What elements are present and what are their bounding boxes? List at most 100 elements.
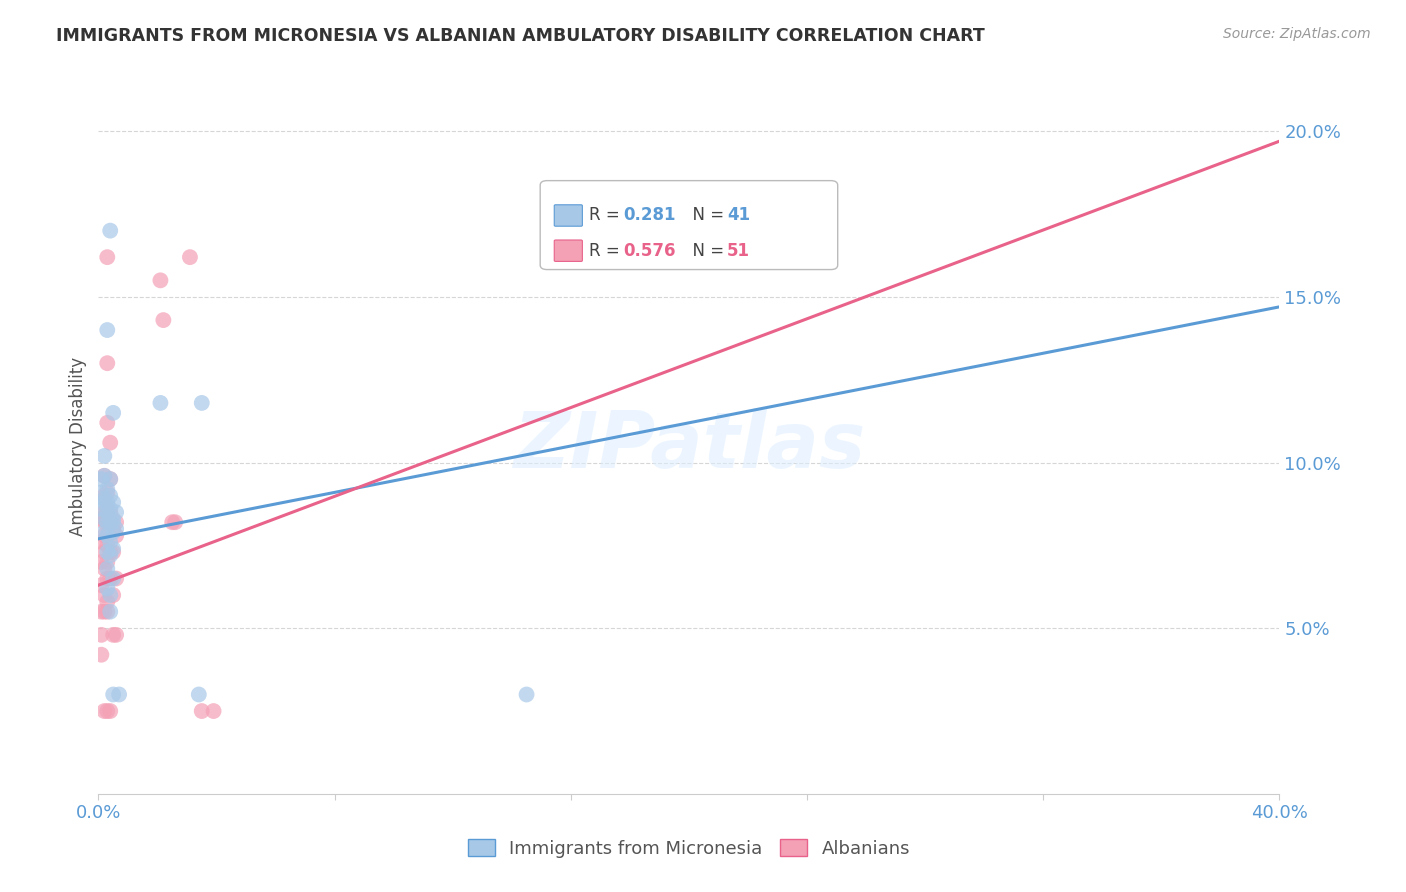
Point	[96, 528, 118, 542]
Point	[191, 396, 214, 410]
Text: R =: R =	[589, 242, 626, 260]
Point	[96, 572, 118, 586]
Point	[93, 561, 115, 575]
Point	[90, 555, 112, 569]
Point	[93, 512, 115, 526]
Legend: Immigrants from Micronesia, Albanians: Immigrants from Micronesia, Albanians	[460, 832, 918, 865]
Point	[93, 528, 115, 542]
Point	[103, 495, 125, 509]
Text: 51: 51	[727, 242, 751, 260]
Point	[93, 704, 115, 718]
Point	[103, 406, 125, 420]
Text: 0.576: 0.576	[623, 242, 676, 260]
Point	[93, 588, 115, 602]
Point	[103, 512, 125, 526]
Point	[96, 595, 118, 609]
Point	[105, 505, 128, 519]
Point	[90, 578, 112, 592]
Point	[96, 416, 118, 430]
Point	[93, 468, 115, 483]
Text: ZIPatlas: ZIPatlas	[513, 408, 865, 484]
Point	[98, 505, 121, 519]
Point	[202, 704, 225, 718]
Point	[98, 605, 121, 619]
Point	[96, 485, 118, 500]
Point	[105, 515, 128, 529]
Point	[96, 561, 118, 575]
Point	[90, 485, 112, 500]
Point	[90, 605, 112, 619]
Point	[98, 588, 121, 602]
Text: N =: N =	[682, 206, 730, 225]
Point	[103, 588, 125, 602]
Point	[187, 688, 209, 702]
Point	[98, 515, 121, 529]
Point	[103, 522, 125, 536]
Point	[98, 435, 121, 450]
Point	[149, 273, 172, 287]
Point	[98, 572, 121, 586]
Point	[90, 502, 112, 516]
Point	[93, 605, 115, 619]
Point	[96, 605, 118, 619]
Point	[103, 541, 125, 556]
Point	[162, 515, 183, 529]
Point	[98, 549, 121, 563]
Point	[98, 224, 121, 238]
Point	[93, 468, 115, 483]
Point	[90, 535, 112, 549]
Point	[93, 491, 115, 506]
Point	[96, 323, 118, 337]
Point	[93, 545, 115, 559]
Point	[96, 356, 118, 370]
Point	[96, 582, 118, 596]
Point	[105, 522, 128, 536]
Point	[103, 515, 125, 529]
Point	[98, 489, 121, 503]
Point	[93, 495, 115, 509]
Point	[103, 628, 125, 642]
Point	[108, 688, 131, 702]
Point	[93, 449, 115, 463]
Point	[96, 482, 118, 496]
Point	[98, 472, 121, 486]
Point	[93, 489, 115, 503]
Point	[103, 572, 125, 586]
Point	[96, 495, 118, 509]
Point	[191, 704, 214, 718]
Point	[90, 512, 112, 526]
Point	[98, 704, 121, 718]
Text: 0.281: 0.281	[623, 206, 676, 225]
Point	[93, 505, 115, 519]
Point	[96, 555, 118, 569]
Point	[149, 396, 172, 410]
Point	[103, 688, 125, 702]
Point	[98, 535, 121, 549]
Point	[105, 628, 128, 642]
Point	[96, 502, 118, 516]
Point	[103, 545, 125, 559]
Point	[98, 472, 121, 486]
Text: 41: 41	[727, 206, 751, 225]
Text: Source: ZipAtlas.com: Source: ZipAtlas.com	[1223, 27, 1371, 41]
Point	[93, 525, 115, 540]
Point	[105, 572, 128, 586]
Point	[96, 515, 118, 529]
Point	[90, 648, 112, 662]
Point	[98, 545, 121, 559]
Point	[96, 505, 118, 519]
Point	[90, 628, 112, 642]
Point	[96, 704, 118, 718]
Text: R =: R =	[589, 206, 626, 225]
Point	[96, 515, 118, 529]
Y-axis label: Ambulatory Disability: Ambulatory Disability	[69, 357, 87, 535]
Point	[98, 515, 121, 529]
Point	[98, 502, 121, 516]
Point	[96, 538, 118, 552]
Point	[179, 250, 201, 264]
Text: IMMIGRANTS FROM MICRONESIA VS ALBANIAN AMBULATORY DISABILITY CORRELATION CHART: IMMIGRANTS FROM MICRONESIA VS ALBANIAN A…	[56, 27, 986, 45]
Point	[152, 313, 174, 327]
Point	[103, 525, 125, 540]
Point	[96, 545, 118, 559]
Point	[93, 515, 115, 529]
